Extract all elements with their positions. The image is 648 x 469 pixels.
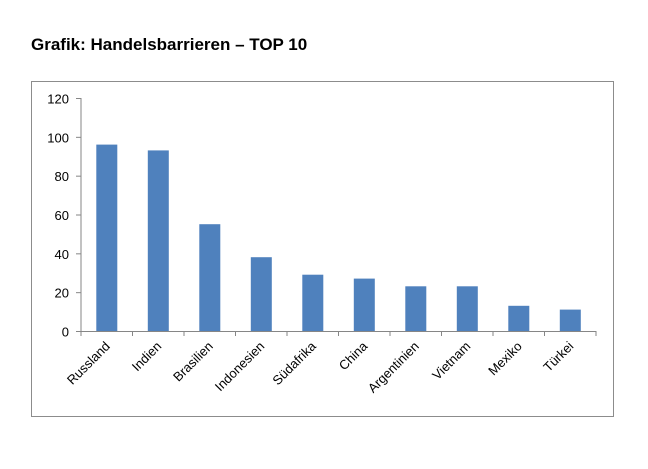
category-label: Indien <box>129 339 165 375</box>
category-label: Südafrika <box>269 338 319 388</box>
y-tick-label: 40 <box>55 247 69 262</box>
y-tick-label: 0 <box>62 325 69 340</box>
bars <box>96 144 581 331</box>
category-label: Vietnam <box>429 339 473 383</box>
page-title: Grafik: Handelsbarrieren – TOP 10 <box>31 35 308 54</box>
y-tick-label: 80 <box>55 169 69 184</box>
y-tick-label: 20 <box>55 286 69 301</box>
y-tick-label: 120 <box>47 92 69 107</box>
x-axis <box>80 331 597 336</box>
bar-türkei <box>559 309 581 331</box>
y-axis: 0 20 40 60 80 100 120 <box>47 92 82 340</box>
bar-südafrika <box>302 274 324 331</box>
bar-indonesien <box>250 257 272 331</box>
bar-vietnam <box>456 286 478 331</box>
category-label: Russland <box>64 339 113 388</box>
category-label: China <box>336 338 371 373</box>
bar-china <box>353 278 375 331</box>
bar-mexiko <box>508 305 530 331</box>
category-label: Mexiko <box>485 339 525 379</box>
category-label: Argentinien <box>365 339 422 396</box>
bar-russland <box>96 144 118 331</box>
chart-frame <box>31 81 614 417</box>
category-label: Brasilien <box>170 339 216 385</box>
bar-brasilien <box>199 224 221 331</box>
bar-argentinien <box>405 286 427 331</box>
category-label: Türkei <box>540 338 576 374</box>
category-label: Indonesien <box>212 339 268 395</box>
y-tick-label: 60 <box>55 208 69 223</box>
bar-indien <box>147 150 169 331</box>
y-tick-label: 100 <box>47 130 69 145</box>
